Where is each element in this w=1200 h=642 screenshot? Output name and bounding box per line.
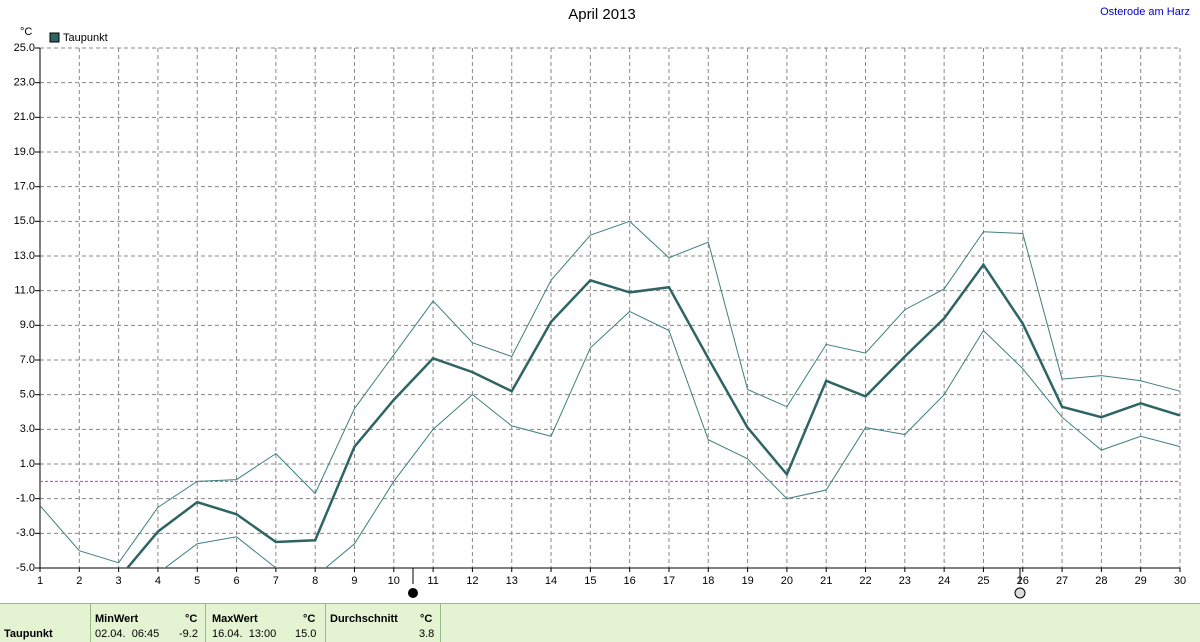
- y-tick-label: 23.0: [14, 77, 35, 89]
- x-tick-label: 13: [506, 575, 518, 587]
- x-tick-label: 12: [466, 575, 478, 587]
- x-tick-label: 23: [899, 575, 911, 587]
- x-tick-label: 9: [351, 575, 357, 587]
- stats-panel: Taupunkt MinWert °C 02.04. 06:45 -9.2 Ma…: [0, 603, 1200, 642]
- x-tick-label: 22: [859, 575, 871, 587]
- legend-label: Taupunkt: [63, 32, 108, 44]
- x-tick-label: 2: [76, 575, 82, 587]
- x-tick-label: 3: [116, 575, 122, 587]
- y-tick-label: -5.0: [16, 562, 35, 574]
- x-tick-label: 4: [155, 575, 161, 587]
- x-tick-label: 6: [233, 575, 239, 587]
- y-tick-label: 3.0: [20, 423, 35, 435]
- x-tick-label: 29: [1135, 575, 1147, 587]
- x-tick-label: 17: [663, 575, 675, 587]
- series-line: [164, 310, 1181, 568]
- x-tick-label: 24: [938, 575, 950, 587]
- x-tick-label: 21: [820, 575, 832, 587]
- unit: °C: [420, 613, 433, 625]
- x-tick-label: 18: [702, 575, 714, 587]
- y-tick-label: 17.0: [14, 181, 35, 193]
- x-tick-label: 14: [545, 575, 557, 587]
- y-tick-label: 7.0: [20, 354, 35, 366]
- x-tick-label: 20: [781, 575, 793, 587]
- x-tick-label: 27: [1056, 575, 1068, 587]
- chart-title: April 2013: [568, 6, 636, 23]
- moon-icon: [1014, 587, 1026, 599]
- value: 3.8: [419, 628, 435, 640]
- x-tick-label: 26: [1017, 575, 1029, 587]
- y-tick-label: 5.0: [20, 389, 35, 401]
- separator: [90, 604, 91, 642]
- legend-swatch: [49, 32, 60, 43]
- series-line: [125, 262, 1181, 568]
- x-tick-label: 5: [194, 575, 200, 587]
- y-tick-label: 13.0: [14, 250, 35, 262]
- y-tick-label: 9.0: [20, 319, 35, 331]
- time: 16.04. 13:00: [212, 628, 277, 640]
- x-tick-label: 10: [388, 575, 400, 587]
- y-tick-label: 21.0: [14, 111, 35, 123]
- header: Durchschnitt: [330, 613, 398, 625]
- time: 02.04. 06:45: [95, 628, 160, 640]
- x-tick-label: 15: [584, 575, 596, 587]
- x-tick-label: 30: [1174, 575, 1186, 587]
- x-tick-label: 16: [624, 575, 636, 587]
- separator: [440, 604, 441, 642]
- header: MinWert: [95, 613, 139, 625]
- x-tick-label: 7: [273, 575, 279, 587]
- y-tick-label: -3.0: [16, 527, 35, 539]
- x-tick-label: 11: [427, 575, 438, 587]
- unit: °C: [185, 613, 198, 625]
- y-tick-label: 25.0: [14, 42, 35, 54]
- y-tick-label: 19.0: [14, 146, 35, 158]
- x-tick-label: 8: [312, 575, 318, 587]
- separator: [325, 604, 326, 642]
- y-tick-label: -1.0: [16, 493, 35, 505]
- x-tick-label: 28: [1095, 575, 1107, 587]
- plot-area: [40, 220, 1181, 568]
- y-tick-label: 1.0: [20, 458, 35, 470]
- value: -9.2: [179, 628, 198, 640]
- unit: °C: [303, 613, 316, 625]
- value: 15.0: [295, 628, 317, 640]
- location: Osterode am Harz: [1100, 6, 1190, 18]
- series-line: [40, 220, 1181, 564]
- chart: April 2013 Osterode am Harz °C Taupunkt …: [14, 6, 1190, 599]
- x-tick-label: 1: [37, 575, 43, 587]
- y-tick-label: 15.0: [14, 215, 35, 227]
- y-axis-label: °C: [20, 26, 32, 38]
- moon-icon: [408, 588, 418, 598]
- x-tick-label: 19: [741, 575, 753, 587]
- stats-label: Taupunkt: [4, 628, 53, 640]
- header: MaxWert: [212, 613, 258, 625]
- y-tick-label: 11.0: [14, 285, 35, 297]
- x-tick-label: 25: [977, 575, 989, 587]
- separator: [205, 604, 206, 642]
